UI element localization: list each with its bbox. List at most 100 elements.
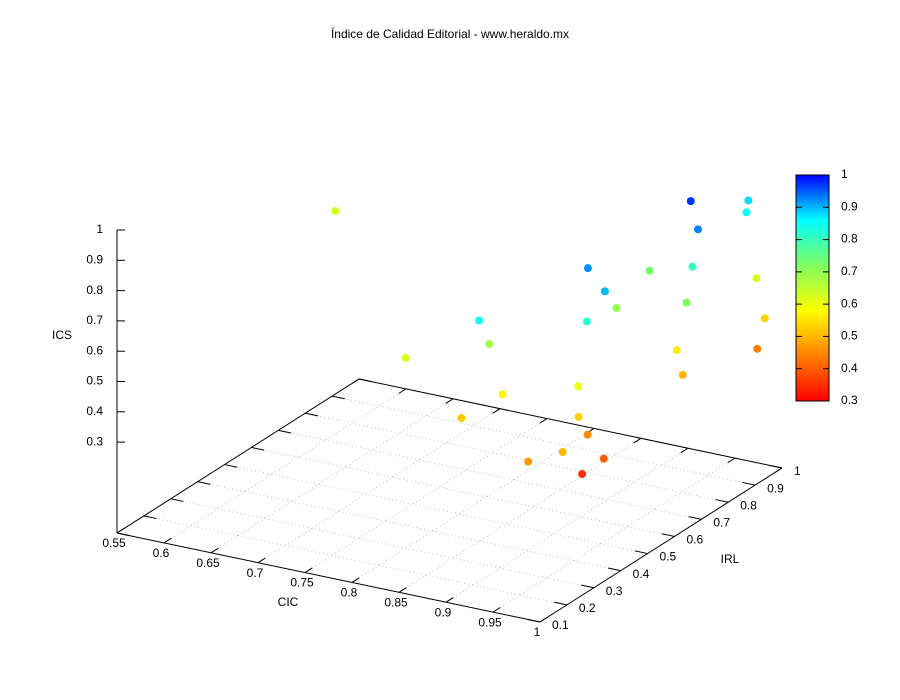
y-tick [715,499,729,503]
x-tick [163,537,172,544]
data-point [578,470,587,479]
y-tick [661,533,675,537]
data-point [485,340,494,349]
y-tick [278,429,292,434]
data-point [760,314,769,323]
data-point [457,414,466,423]
data-point [498,390,507,399]
data-point [645,266,654,275]
data-point [752,274,761,283]
data-point [574,412,583,421]
y-tick-label: 0.5 [660,550,677,564]
grid-line [351,428,595,583]
y-tick-label: 0.2 [579,601,596,615]
z-tick-label: 0.7 [86,313,103,327]
colorbar-tick-label: 0.8 [841,232,858,246]
grid-line [278,429,702,520]
y-tick [554,601,567,606]
x-tick [727,457,736,464]
data-point [574,382,583,391]
data-point [682,298,691,307]
axis-line [116,378,360,534]
y-tick-label: 1 [794,464,801,478]
z-tick-label: 0.4 [86,404,103,418]
y-tick-label: 0.4 [633,567,650,581]
y-tick [607,567,621,572]
data-point [475,316,484,325]
x-tick [492,607,501,613]
x-tick-label: 0.9 [435,605,452,619]
data-point [612,304,621,313]
grid-line [163,388,407,544]
colorbar [795,174,830,402]
colorbar-tick-label: 0.6 [841,296,858,310]
grid-line [305,412,729,503]
x-tick [492,408,501,414]
x-tick-label: 0.65 [196,556,220,570]
z-tick-label: 1 [96,222,103,236]
x-tick [539,418,548,424]
grid-line [197,481,621,572]
x-tick [445,597,454,603]
x-tick [257,557,266,564]
grid-line [143,515,567,606]
y-tick [580,584,594,589]
data-point [582,317,591,326]
y-tick [332,395,345,400]
axis-line [116,532,541,623]
y-tick-label: 0.9 [767,481,784,495]
grid-line [332,395,756,486]
grid-line [210,398,454,554]
y-tick-label: 0.6 [686,533,703,547]
x-tick-label: 0.7 [247,566,264,580]
x-tick-label: 0.95 [478,615,502,629]
y-tick [143,515,157,520]
data-point [524,457,533,466]
y-tick-label: 0.7 [713,516,730,530]
colorbar-tick-label: 1 [841,167,848,181]
y-tick-label: 0.8 [740,498,757,512]
x-tick [398,587,407,593]
data-point [672,346,681,355]
x-tick [304,567,313,573]
z-tick-label: 0.6 [86,343,103,357]
colorbar-tick-label: 0.5 [841,329,858,343]
data-point [742,208,751,217]
y-tick [742,481,756,486]
x-axis-label: CIC [278,595,299,609]
y-tick [634,550,648,555]
x-tick-label: 0.6 [153,546,170,560]
y-tick [170,498,184,502]
y-axis-label: IRL [721,552,740,566]
grid-line [257,408,501,564]
grid-line [445,447,689,603]
x-tick-label: 1 [534,625,541,639]
grid-line [170,498,594,589]
data-point [599,454,608,463]
z-axis-label: ICS [52,328,72,342]
y-tick [251,446,265,451]
data-point [331,207,340,216]
colorbar-tick-label: 0.7 [841,264,858,278]
y-tick [305,412,319,417]
x-tick-label: 0.85 [384,596,408,610]
axis-line [539,467,783,623]
z-tick-label: 0.3 [86,434,103,448]
x-tick-label: 0.8 [341,586,358,600]
x-tick-label: 0.55 [102,536,126,550]
z-tick-label: 0.8 [86,283,103,297]
data-point [583,264,592,273]
data-point [583,430,592,439]
data-point [688,262,697,271]
y-tick [197,481,211,485]
colorbar-tick-label: 0.9 [841,199,858,213]
y-tick-label: 0.1 [552,618,569,632]
x-tick [351,577,360,583]
data-point [558,448,567,457]
z-tick-label: 0.5 [86,374,103,388]
x-tick [398,388,407,394]
data-point [753,344,762,353]
data-point [600,287,609,296]
y-tick [224,464,238,468]
